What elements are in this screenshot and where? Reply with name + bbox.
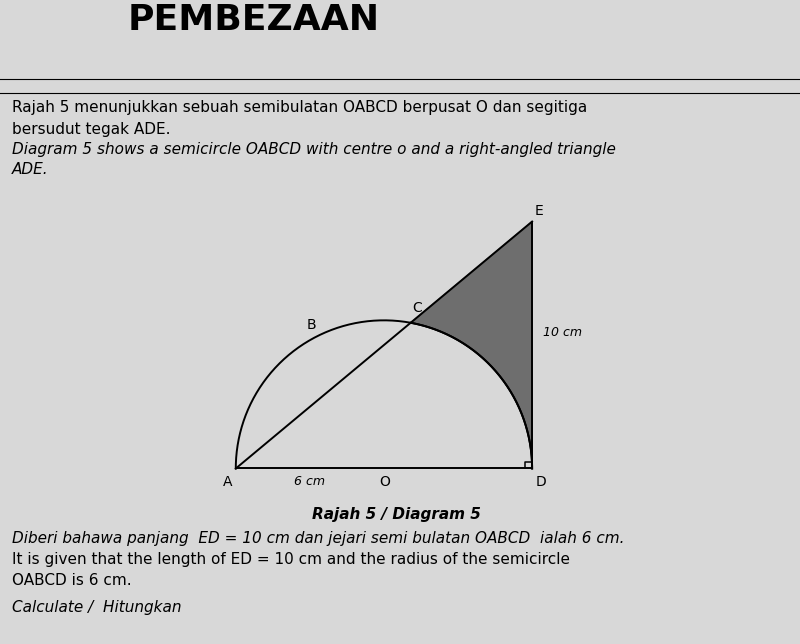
Text: Rajah 5 menunjukkan sebuah semibulatan OABCD berpusat O dan segitiga: Rajah 5 menunjukkan sebuah semibulatan O…: [12, 100, 587, 115]
Text: Calculate /  Hitungkan: Calculate / Hitungkan: [12, 600, 182, 615]
Text: A: A: [222, 475, 232, 489]
Text: Diberi bahawa panjang  ED = 10 cm dan jejari semi bulatan OABCD  ialah 6 cm.: Diberi bahawa panjang ED = 10 cm dan jej…: [12, 531, 625, 546]
Text: 10 cm: 10 cm: [543, 326, 582, 339]
Text: B: B: [306, 317, 316, 332]
Text: ADE.: ADE.: [12, 162, 49, 177]
Text: Diagram 5 shows a semicircle OABCD with centre o and a right-angled triangle: Diagram 5 shows a semicircle OABCD with …: [12, 142, 616, 156]
Text: Rajah 5 / Diagram 5: Rajah 5 / Diagram 5: [311, 507, 481, 522]
Text: E: E: [534, 204, 543, 218]
Polygon shape: [410, 222, 532, 468]
Text: D: D: [536, 475, 546, 489]
Text: 6 cm: 6 cm: [294, 475, 326, 488]
Text: PEMBEZAAN: PEMBEZAAN: [128, 3, 380, 37]
Text: OABCD is 6 cm.: OABCD is 6 cm.: [12, 573, 132, 587]
Text: O: O: [380, 475, 390, 489]
Text: bersudut tegak ADE.: bersudut tegak ADE.: [12, 122, 170, 137]
Text: It is given that the length of ED = 10 cm and the radius of the semicircle: It is given that the length of ED = 10 c…: [12, 552, 570, 567]
Text: C: C: [412, 301, 422, 316]
